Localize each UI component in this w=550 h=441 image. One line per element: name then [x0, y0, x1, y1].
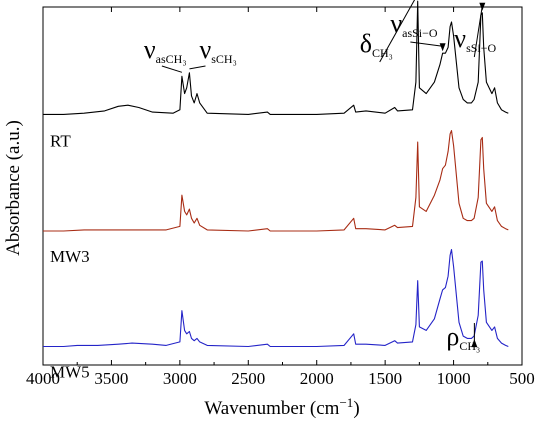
annotation-label-0: νasCH₃	[144, 35, 187, 66]
annotation-label-5: ρCH₃	[446, 322, 480, 353]
x-tick-label-1500: 1500	[368, 369, 402, 388]
x-tick-label-2500: 2500	[231, 369, 265, 388]
spectrum-labels: RT MW3 MW5	[50, 132, 90, 382]
annotation-4: νsSi−O	[454, 2, 497, 58]
annotation-leader-0	[161, 65, 183, 73]
annotation-2: δCH₃	[360, 0, 416, 63]
annotation-1: νsCH₃	[189, 35, 237, 70]
annotation-5: ρCH₃	[446, 322, 480, 353]
annotation-0: νasCH₃	[144, 35, 187, 73]
spectrum-rt	[43, 0, 509, 115]
annotation-arrowhead-3	[439, 43, 446, 52]
x-axis-tick-labels: 4000 3500 3000 2500 2000 1500 1000 500	[26, 369, 535, 388]
spectrum-mw5	[43, 248, 509, 348]
annotation-label-4: νsSi−O	[454, 24, 496, 55]
annotation-arrow-3	[410, 41, 443, 47]
x-axis-ticks	[42, 7, 523, 365]
x-tick-label-3000: 3000	[163, 369, 197, 388]
annotation-arrow-2	[379, 0, 416, 63]
annotation-3: νasSi−O	[390, 9, 446, 52]
annotation-label-2: δCH₃	[360, 29, 393, 60]
x-tick-label-2000: 2000	[300, 369, 334, 388]
annotation-arrow-4	[473, 5, 483, 58]
x-axis-title: Wavenumber (cm−1)	[204, 395, 359, 419]
annotation-arrowhead-5	[471, 339, 478, 348]
spectrum-label-mw5: MW5	[50, 363, 90, 382]
annotation-leader-1	[189, 65, 206, 70]
annotation-arrowhead-4	[479, 2, 486, 11]
y-axis-title: Absorbance (a.u.)	[3, 120, 24, 256]
spectra	[43, 0, 509, 348]
spectrum-label-rt: RT	[50, 132, 71, 151]
x-tick-label-500: 500	[509, 369, 535, 388]
x-tick-label-4000: 4000	[26, 369, 60, 388]
plot-frame	[42, 6, 523, 366]
x-tick-label-3500: 3500	[94, 369, 128, 388]
spectrum-label-mw3: MW3	[50, 247, 90, 266]
spectrum-mw3	[43, 130, 509, 232]
annotation-label-1: νsCH₃	[199, 35, 236, 66]
annotation-label-3: νasSi−O	[390, 9, 438, 40]
x-tick-label-1000: 1000	[437, 369, 471, 388]
